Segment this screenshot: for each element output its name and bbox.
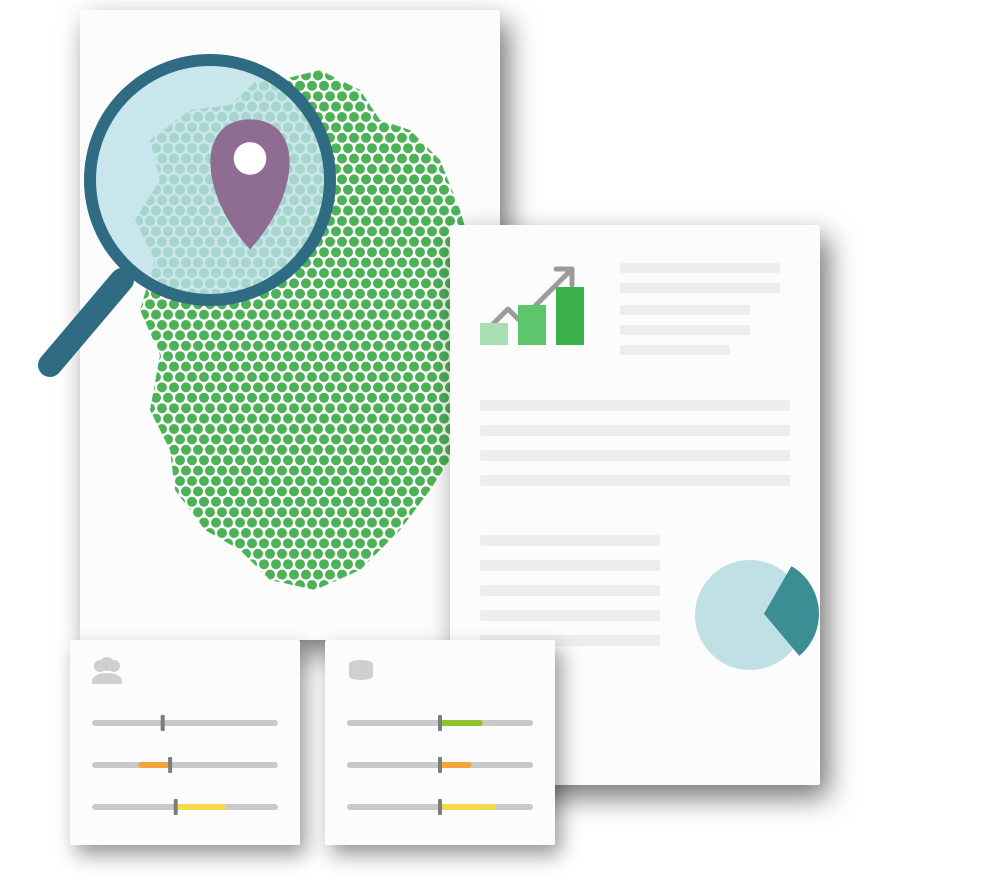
slider-card-users [70, 640, 300, 845]
germany-map [80, 10, 500, 640]
coins-icon [349, 660, 373, 680]
illustration-stage [0, 0, 1000, 889]
slider-card-coins-graphic [325, 640, 555, 845]
slider-card-users-graphic [70, 640, 300, 845]
map-card [80, 10, 500, 640]
slider-card-coins [325, 640, 555, 845]
users-icon [92, 657, 122, 684]
